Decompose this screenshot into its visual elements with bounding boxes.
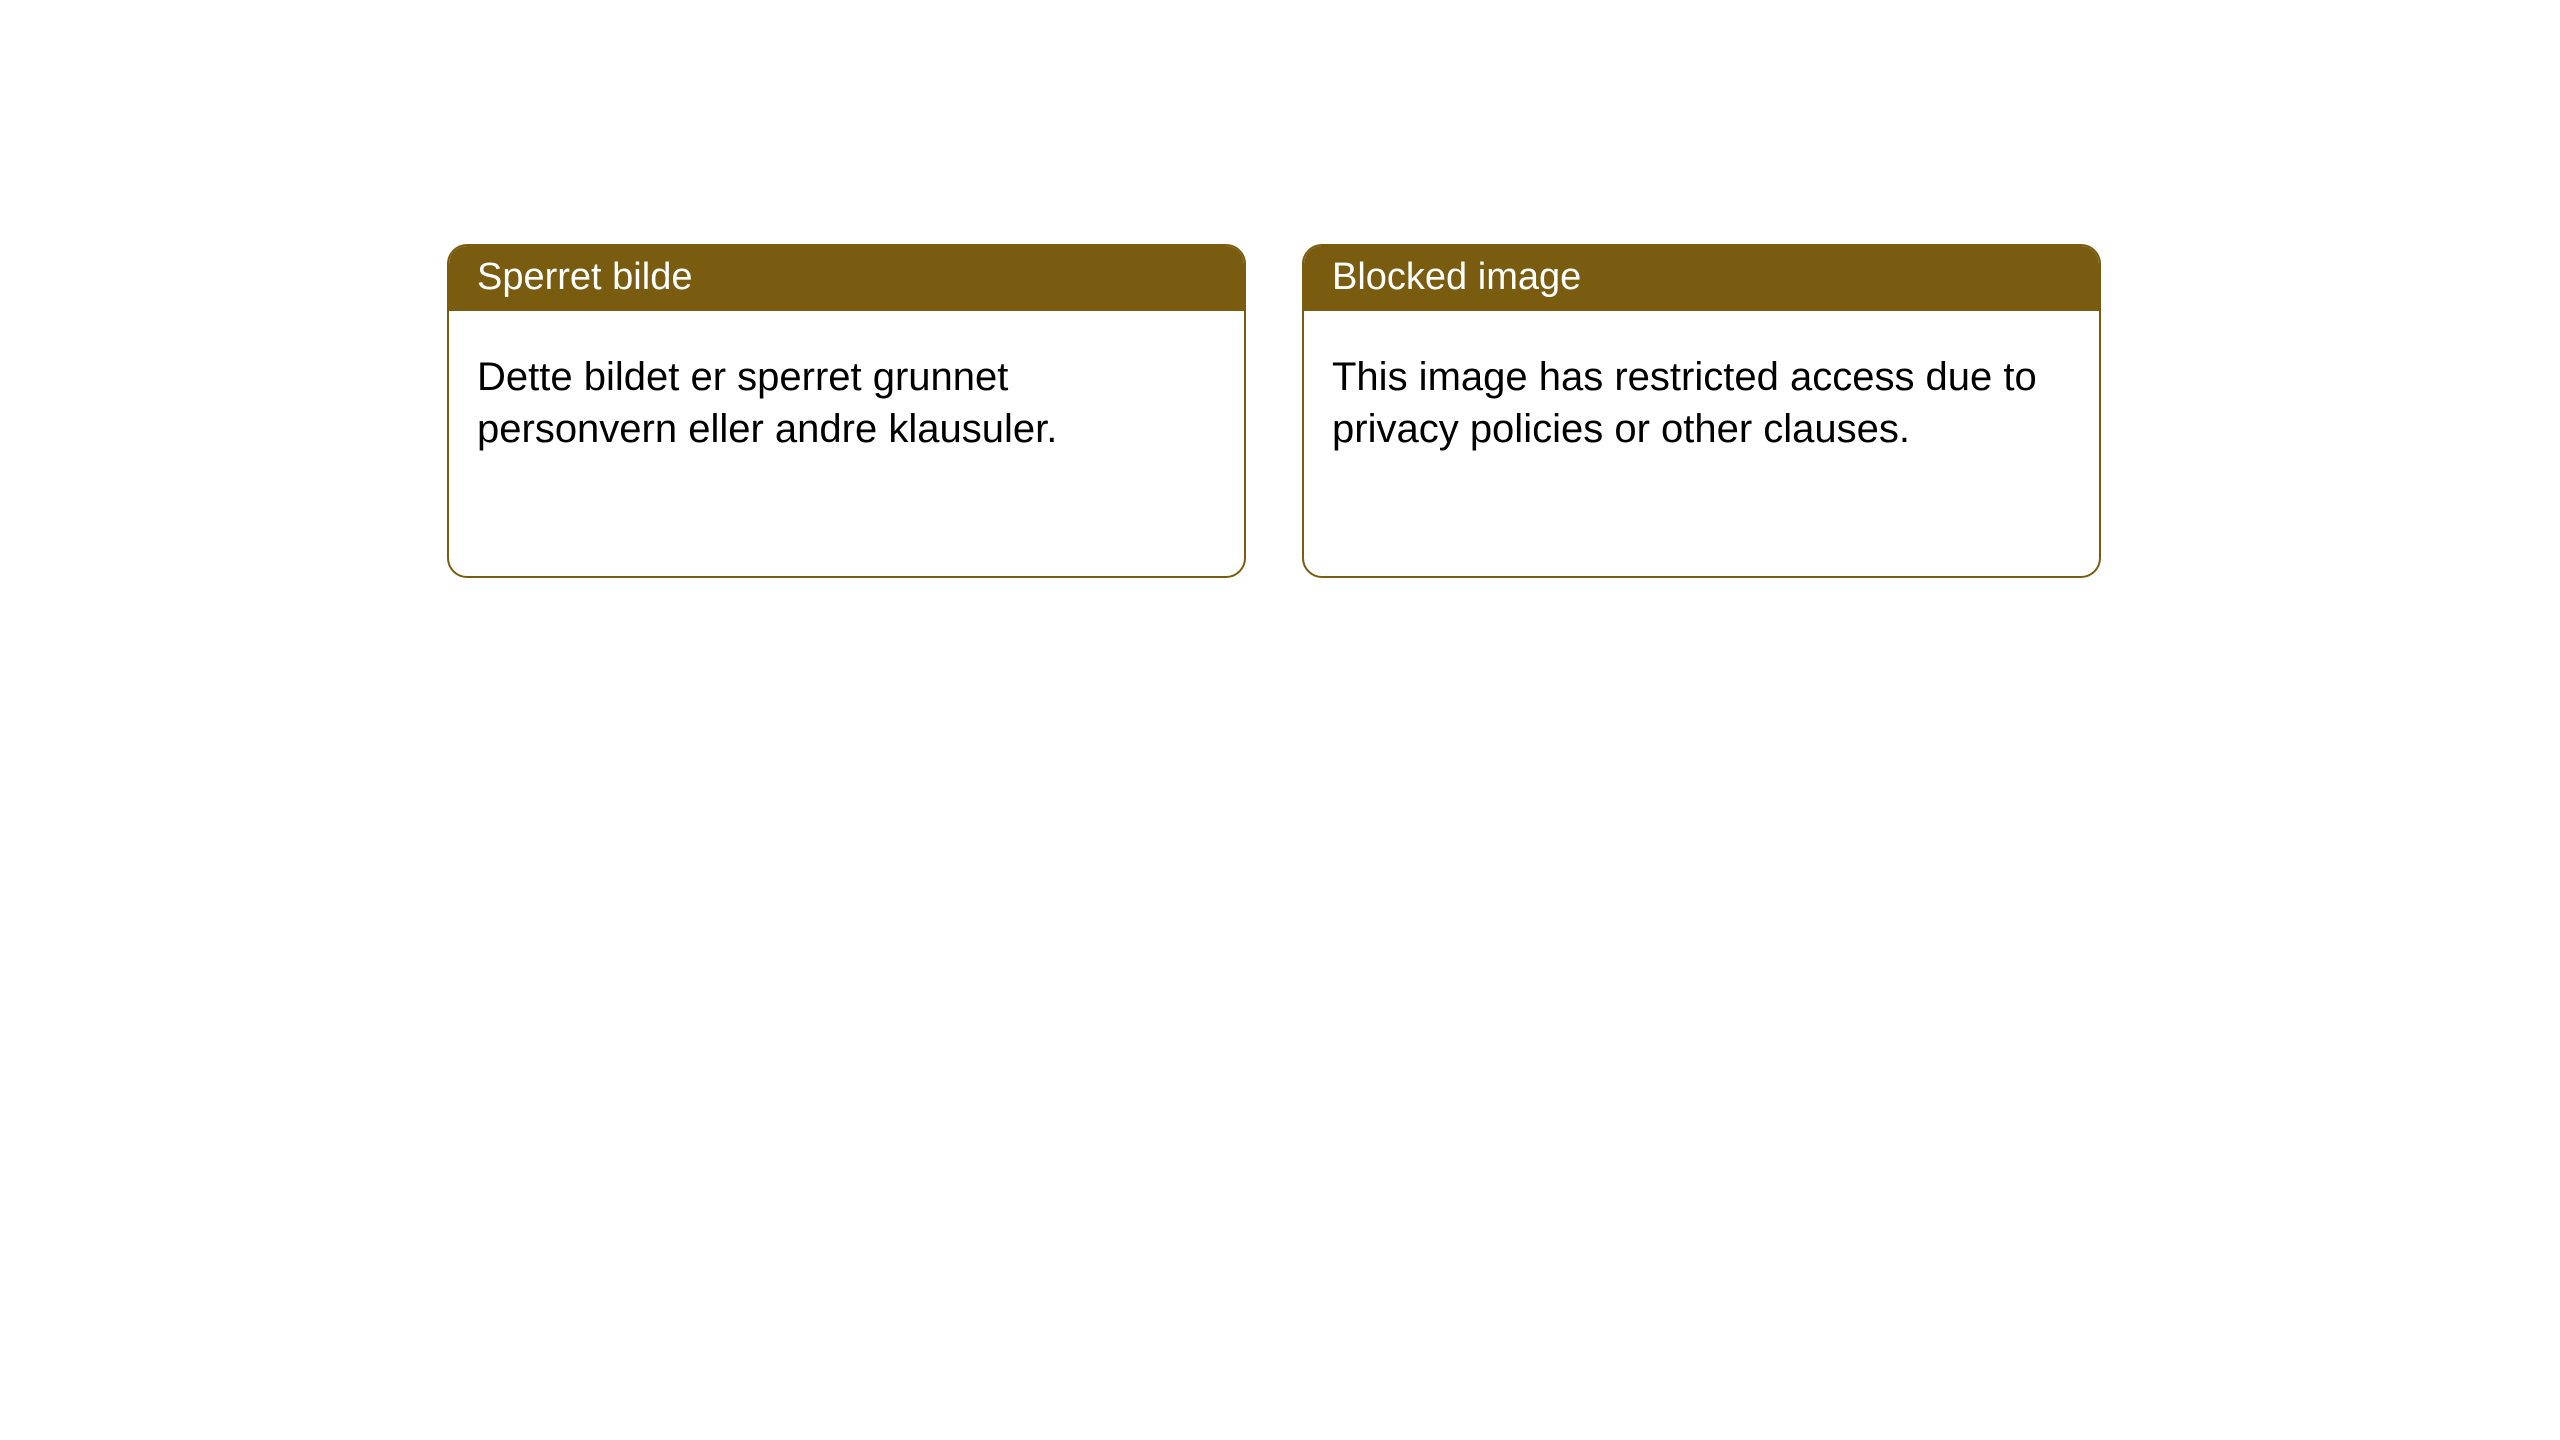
notice-body: This image has restricted access due to …	[1304, 311, 2099, 483]
notice-card-english: Blocked image This image has restricted …	[1302, 244, 2101, 578]
notice-card-norwegian: Sperret bilde Dette bildet er sperret gr…	[447, 244, 1246, 578]
notice-container: Sperret bilde Dette bildet er sperret gr…	[0, 0, 2560, 578]
notice-body: Dette bildet er sperret grunnet personve…	[449, 311, 1244, 483]
notice-title: Blocked image	[1304, 246, 2099, 311]
notice-title: Sperret bilde	[449, 246, 1244, 311]
